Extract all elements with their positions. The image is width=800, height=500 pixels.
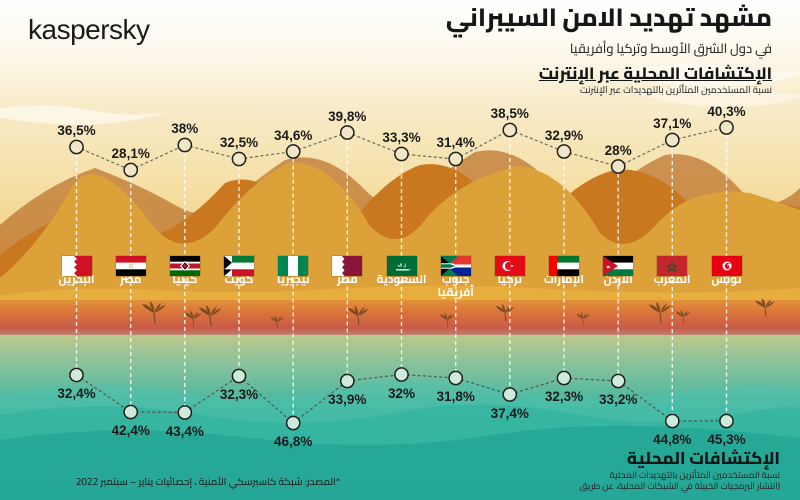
svg-text:ل اله: ل اله — [397, 263, 406, 268]
